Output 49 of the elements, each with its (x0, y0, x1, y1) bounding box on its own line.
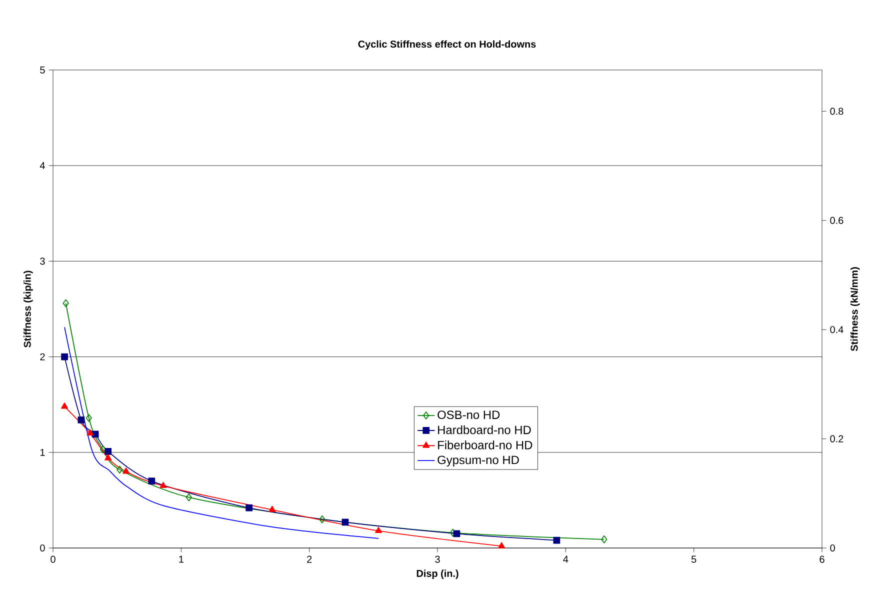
point (553, 536, 560, 544)
x-axis-title: Disp (in.) (416, 570, 458, 579)
point (319, 515, 326, 524)
chart-title: Cyclic Stiffness effect on Hold-downs (358, 40, 536, 50)
point (104, 454, 112, 460)
x-tick-label: 0 (50, 556, 56, 563)
y-tick-label: 3 (40, 258, 45, 265)
y-tick-label: 2 (40, 353, 45, 360)
point (86, 414, 92, 422)
legend-label: OSB-no HD (438, 410, 500, 420)
point (186, 493, 192, 502)
point (116, 466, 123, 474)
y-axis-title: Stiffness (kip/in) (24, 270, 33, 348)
point (375, 526, 382, 533)
line-series (64, 326, 379, 539)
point (342, 518, 349, 526)
y-tick-label: 5 (40, 66, 45, 74)
y-tick-label: 1 (40, 448, 45, 456)
y2-axis-title: Stiffness (kN/mm) (850, 267, 860, 352)
y2-tick-label: 0.4 (830, 326, 844, 334)
point (453, 530, 460, 538)
x-tick-label: 5 (691, 556, 696, 563)
point (78, 416, 85, 424)
y-tick-label: 0 (40, 544, 45, 552)
point (61, 402, 68, 409)
x-tick-label: 3 (435, 556, 440, 563)
y2-tick-label: 0.8 (830, 108, 844, 115)
y2-tick-label: 0.6 (830, 216, 844, 224)
x-tick-label: 2 (307, 556, 312, 563)
point (104, 448, 112, 455)
point (122, 468, 130, 474)
y-tick-label: 4 (40, 162, 45, 170)
legend-label: Hardboard-no HD (438, 425, 531, 434)
x-tick-label: 1 (179, 556, 184, 563)
y2-tick-label: 0 (830, 544, 835, 552)
legend-label: Gypsum-no HD (438, 456, 519, 467)
point (160, 482, 167, 488)
point (148, 478, 156, 485)
point (498, 542, 506, 548)
legend-label: Fiberboard-no HD (438, 440, 532, 450)
point (246, 504, 253, 512)
point (601, 535, 608, 544)
point (268, 506, 276, 512)
y2-tick-label: 0.2 (830, 435, 844, 442)
point (61, 353, 68, 360)
x-tick-label: 4 (563, 556, 568, 563)
point (86, 429, 94, 436)
x-tick-label: 6 (820, 556, 824, 563)
point (62, 299, 69, 308)
